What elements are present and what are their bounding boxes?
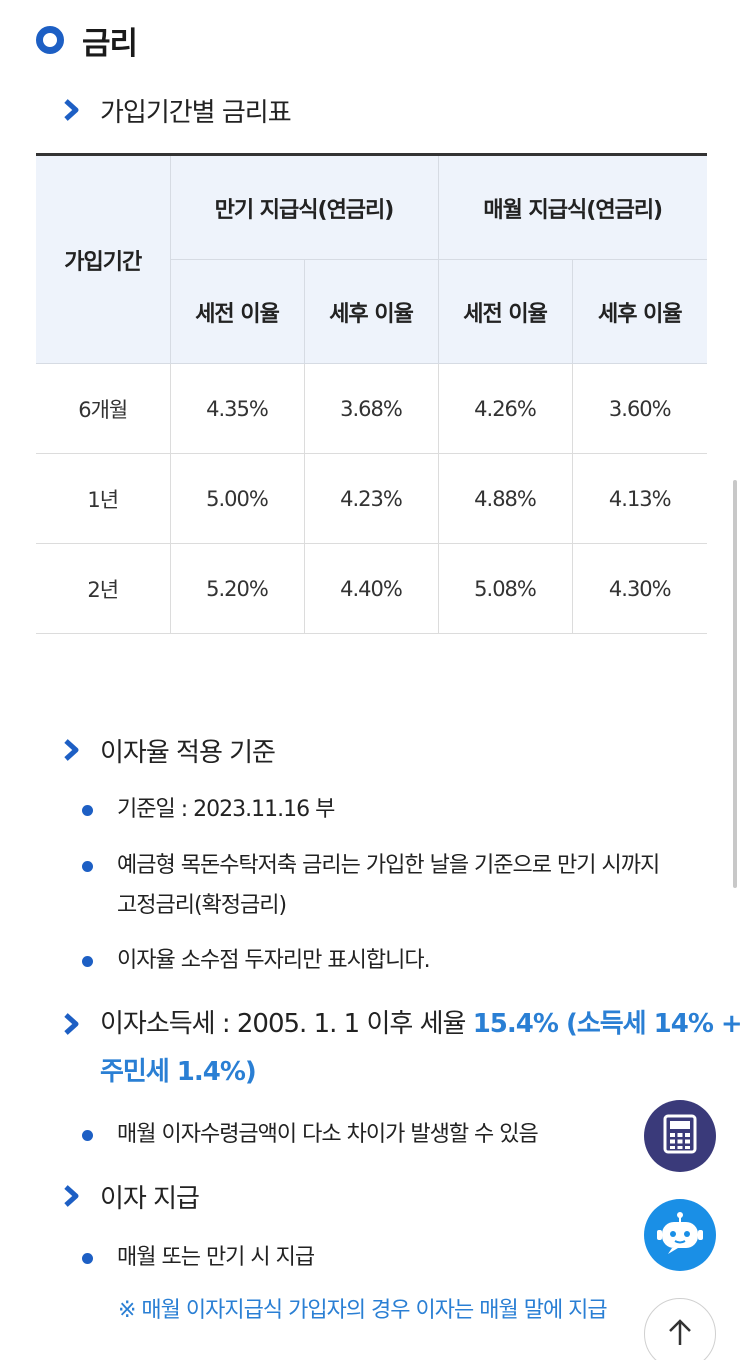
chatbot-icon xyxy=(656,1211,704,1259)
rate-cell: 4.88% xyxy=(437,453,573,544)
period-cell: 6개월 xyxy=(36,363,171,454)
rate-table-heading: 가입기간별 금리표 xyxy=(62,90,292,130)
scroll-top-button[interactable] xyxy=(644,1298,716,1360)
list-item: 기준일 : 2023.11.16 부 xyxy=(82,790,335,830)
period-cell: 1년 xyxy=(36,453,171,544)
chevron-right-icon xyxy=(62,1184,80,1208)
monthly-post-tax-header: 세후 이율 xyxy=(571,259,708,364)
rate-cell: 4.26% xyxy=(437,363,573,454)
rate-cell: 4.23% xyxy=(303,453,439,544)
bullet-dot-icon xyxy=(82,956,93,967)
rate-cell: 5.20% xyxy=(169,543,305,634)
maturity-post-tax-header: 세후 이율 xyxy=(303,259,439,364)
group-monthly-header: 매월 지급식(연금리) xyxy=(437,154,708,260)
chevron-right-icon xyxy=(62,738,80,762)
list-item: 예금형 목돈수탁저축 금리는 가입한 날을 기준으로 만기 시까지 고정금리(확정… xyxy=(82,846,660,926)
rate-cell: 5.00% xyxy=(169,453,305,544)
bullet-dot-icon xyxy=(82,1130,93,1141)
bullet-dot-icon xyxy=(82,861,93,872)
chevron-right-icon xyxy=(62,98,80,122)
table-row: 2년 5.20% 4.40% 5.08% 4.30% xyxy=(36,543,708,634)
payment-note: ※ 매월 이자지급식 가입자의 경우 이자는 매월 말에 지급 xyxy=(118,1298,608,1323)
tax-heading: 이자소득세 : 2005. 1. 1 이후 세율 15.4% (소득세 14% … xyxy=(62,1000,743,1048)
rate-table-heading-text: 가입기간별 금리표 xyxy=(100,97,292,128)
tax-rate-highlight-cont: 주민세 1.4%) xyxy=(100,1057,257,1087)
criteria-heading-text: 이자율 적용 기준 xyxy=(100,737,276,768)
chevron-right-icon xyxy=(62,1012,80,1036)
rate-cell: 4.35% xyxy=(169,363,305,454)
bullet-dot-icon xyxy=(82,805,93,816)
ring-icon xyxy=(36,26,64,54)
calculator-button[interactable] xyxy=(644,1100,716,1172)
group-maturity-header: 만기 지급식(연금리) xyxy=(169,154,439,260)
period-cell: 2년 xyxy=(36,543,171,634)
maturity-pre-tax-header: 세전 이율 xyxy=(170,259,305,364)
criteria-heading: 이자율 적용 기준 xyxy=(62,730,276,770)
calculator-icon xyxy=(663,1114,697,1158)
scrollbar[interactable] xyxy=(733,480,737,888)
bullet-dot-icon xyxy=(82,1253,93,1264)
payment-heading: 이자 지급 xyxy=(62,1176,200,1216)
rate-cell: 4.30% xyxy=(571,543,708,634)
payment-heading-text: 이자 지급 xyxy=(100,1183,200,1214)
rate-cell: 4.40% xyxy=(303,543,439,634)
rate-cell: 4.13% xyxy=(571,453,708,544)
section-title: 금리 xyxy=(36,20,138,62)
chatbot-button[interactable] xyxy=(644,1199,716,1271)
col-period-header: 가입기간 xyxy=(36,154,171,364)
rate-cell: 3.68% xyxy=(303,363,439,454)
rate-table: 가입기간 만기 지급식(연금리) 매월 지급식(연금리) 세전 이율 세후 이율… xyxy=(36,153,708,634)
list-item: 이자율 소수점 두자리만 표시합니다. xyxy=(82,941,431,981)
monthly-pre-tax-header: 세전 이율 xyxy=(437,259,573,364)
tax-rate-highlight: 15.4% (소득세 14% + xyxy=(472,1009,743,1039)
rate-cell: 5.08% xyxy=(437,543,573,634)
arrow-up-icon xyxy=(666,1317,694,1351)
list-item: 매월 이자수령금액이 다소 차이가 발생할 수 있음 xyxy=(82,1115,539,1155)
list-item: 매월 또는 만기 시 지급 xyxy=(82,1238,315,1278)
table-row: 6개월 4.35% 3.68% 4.26% 3.60% xyxy=(36,363,708,454)
table-row: 1년 5.00% 4.23% 4.88% 4.13% xyxy=(36,453,708,544)
section-title-text: 금리 xyxy=(82,25,138,62)
rate-cell: 3.60% xyxy=(571,363,708,454)
